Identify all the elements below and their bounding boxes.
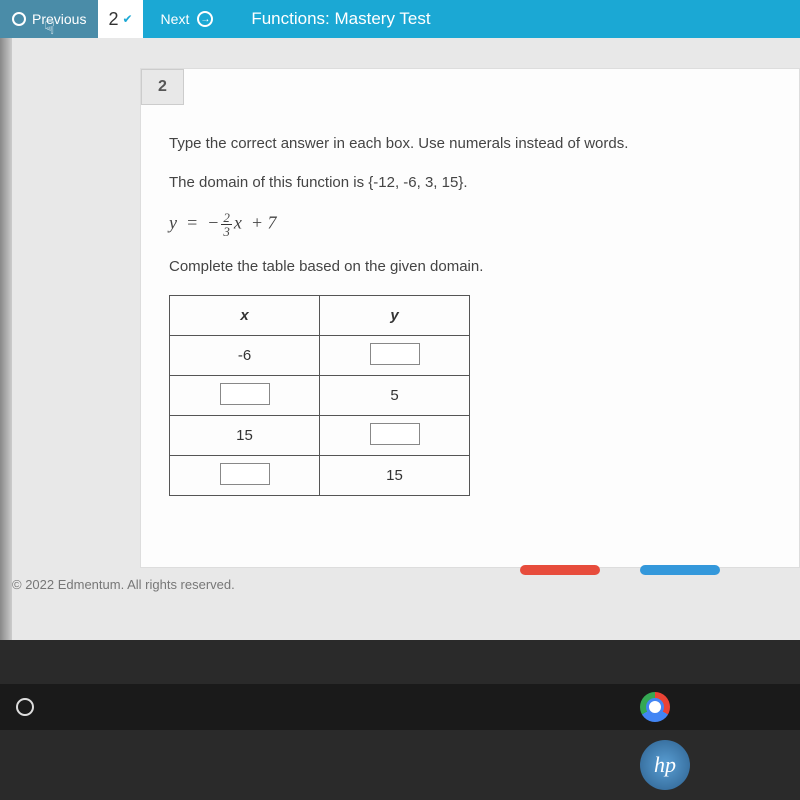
table-row: 15 <box>170 456 470 496</box>
input-y-2[interactable] <box>370 423 420 445</box>
action-pills <box>520 565 720 575</box>
chevron-down-icon: ✔ <box>122 12 132 26</box>
cell-y-3: 15 <box>320 456 470 496</box>
previous-label: Previous <box>32 11 86 27</box>
cell-x-0: -6 <box>170 336 320 376</box>
question-number-tab[interactable]: 2 <box>141 69 184 105</box>
os-taskbar <box>0 684 800 730</box>
cursor-icon: ☟ <box>44 18 55 39</box>
input-x-1[interactable] <box>220 383 270 405</box>
fraction-numerator: 2 <box>221 211 232 225</box>
formula-var: x <box>234 213 242 233</box>
next-label: Next <box>161 11 190 27</box>
previous-button[interactable]: Previous ☟ <box>0 0 98 38</box>
cell-x-1 <box>170 376 320 416</box>
page-number-selector[interactable]: 2 ✔ <box>98 0 142 38</box>
fraction-denominator: 3 <box>221 225 232 238</box>
gear-icon <box>12 12 26 26</box>
blue-pill-button[interactable] <box>640 565 720 575</box>
formula-neg: − <box>207 213 219 233</box>
table-row: 15 <box>170 416 470 456</box>
cell-y-1: 5 <box>320 376 470 416</box>
formula-plus: + 7 <box>251 213 277 233</box>
left-edge-decoration <box>0 38 12 640</box>
formula-fraction: 23 <box>221 211 232 238</box>
cell-y-2 <box>320 416 470 456</box>
domain-text: The domain of this function is {-12, -6,… <box>169 172 771 193</box>
top-navigation-bar: Previous ☟ 2 ✔ Next → Functions: Mastery… <box>0 0 800 38</box>
red-pill-button[interactable] <box>520 565 600 575</box>
page-title: Functions: Mastery Test <box>231 9 430 29</box>
cell-y-0 <box>320 336 470 376</box>
table-header-row: x y <box>170 296 470 336</box>
formula-lhs: y <box>169 213 177 233</box>
xy-table: x y -6 5 15 15 <box>169 295 470 496</box>
hp-logo: hp <box>640 740 690 790</box>
header-x: x <box>170 296 320 336</box>
next-button[interactable]: Next → <box>143 11 232 27</box>
cell-x-2: 15 <box>170 416 320 456</box>
input-x-3[interactable] <box>220 463 270 485</box>
copyright-footer: © 2022 Edmentum. All rights reserved. <box>12 577 235 592</box>
question-body: Type the correct answer in each box. Use… <box>141 105 799 516</box>
os-search-icon[interactable] <box>16 698 34 716</box>
formula-eq: = <box>186 213 198 233</box>
table-row: 5 <box>170 376 470 416</box>
formula: y = −23x + 7 <box>169 211 771 238</box>
instruction-text: Type the correct answer in each box. Use… <box>169 133 771 154</box>
chrome-icon[interactable] <box>640 692 670 722</box>
header-y: y <box>320 296 470 336</box>
input-y-0[interactable] <box>370 343 420 365</box>
complete-text: Complete the table based on the given do… <box>169 256 771 277</box>
question-panel: 2 Type the correct answer in each box. U… <box>140 68 800 568</box>
table-row: -6 <box>170 336 470 376</box>
page-number: 2 <box>108 9 118 30</box>
arrow-right-icon: → <box>197 11 213 27</box>
cell-x-3 <box>170 456 320 496</box>
